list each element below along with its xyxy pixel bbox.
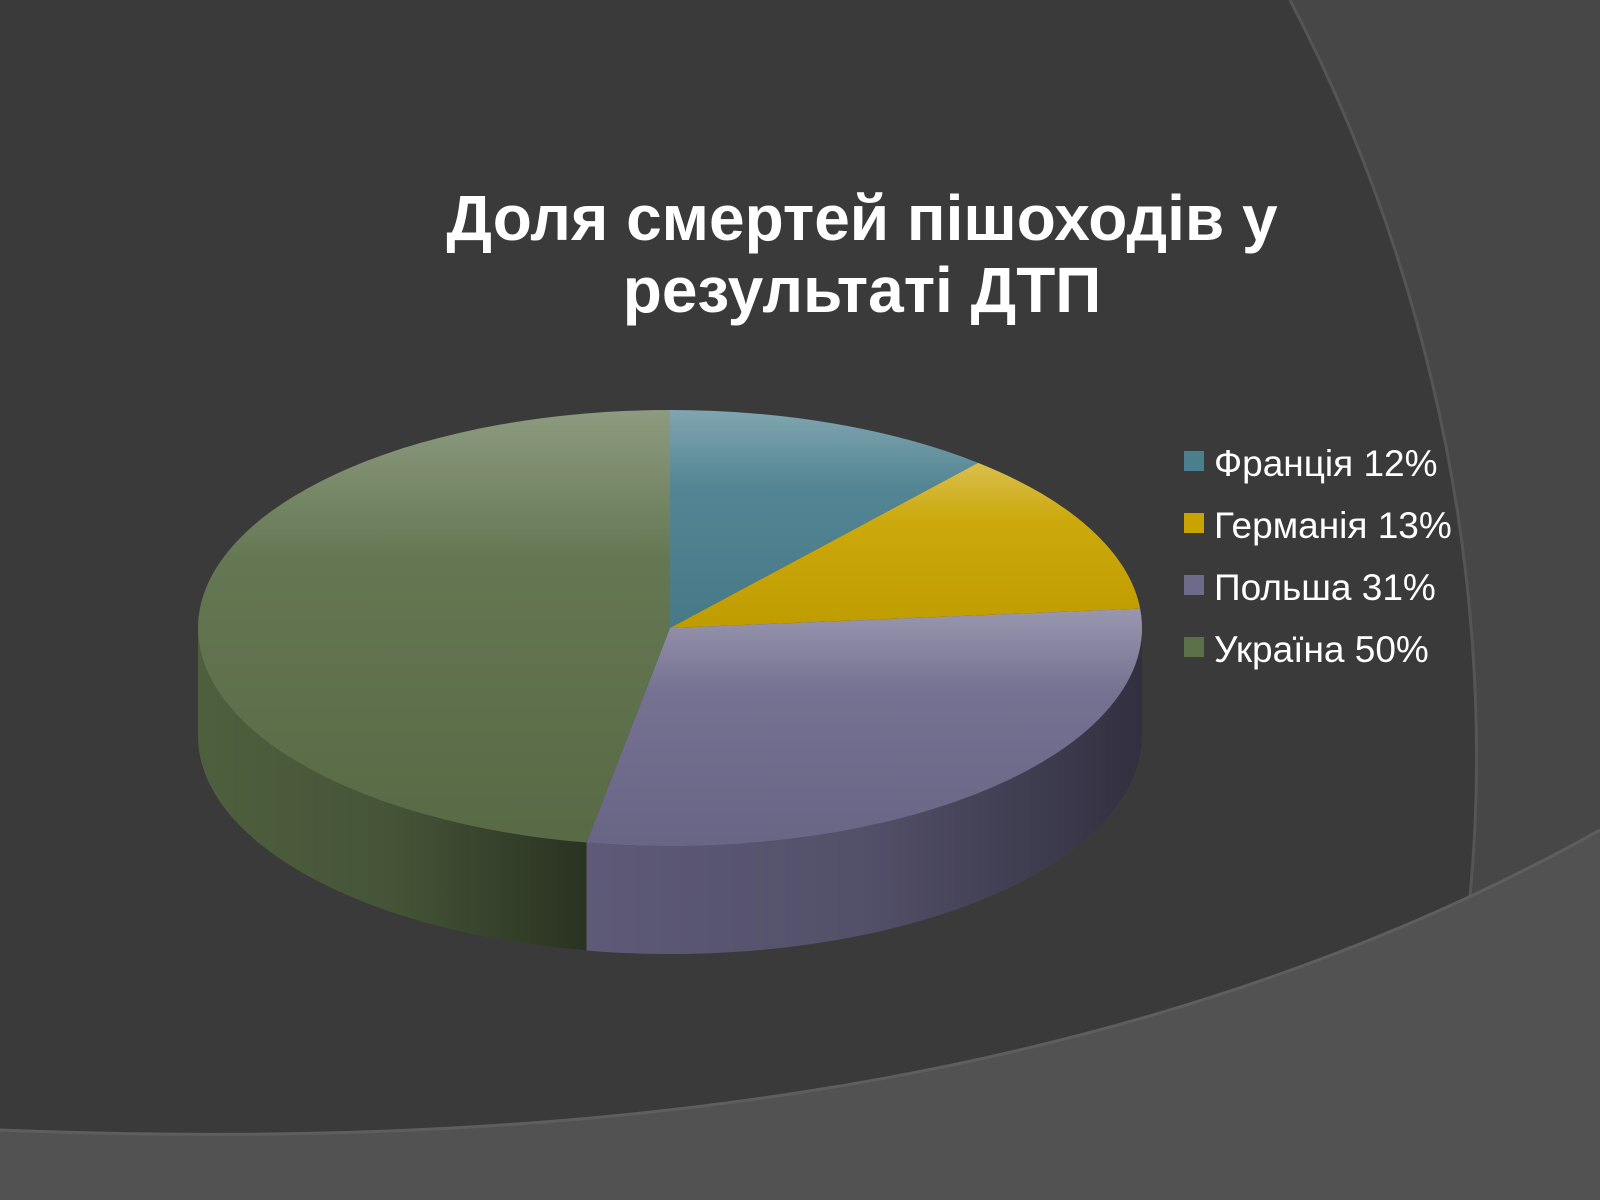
chart-title-line-2: результаті ДТП [623,254,1102,326]
pie-slice-gloss-france [670,410,979,628]
legend-swatch-germany [1184,513,1204,533]
pie-side-shade-poland [586,628,1142,954]
decorative-arc-bottom-edge [0,828,1600,1136]
pie-slice-gloss-germany [670,462,1141,628]
pie-slice-gloss-ukraine [198,410,670,843]
pie-slice-gloss-poland [586,608,1142,846]
legend-label-ukraine: Україна 50% [1214,629,1429,670]
legend-label-poland: Польша 31% [1214,567,1436,608]
legend-swatch-ukraine [1184,637,1204,657]
legend-swatch-france [1184,451,1204,471]
legend-swatch-poland [1184,575,1204,595]
legend-label-france: Франція 12% [1214,443,1438,484]
chart-title-line-1: Доля смертей пішоходів у [446,182,1278,254]
pie-side-shade-ukraine [198,628,587,951]
legend-label-germany: Германія 13% [1214,505,1452,546]
pie-slices [198,410,1142,846]
legend: Франція 12% Германія 13% Польша 31% Укра… [1184,443,1452,670]
pie-sides [198,628,1142,954]
decorative-arc-bottom [0,830,1600,1200]
